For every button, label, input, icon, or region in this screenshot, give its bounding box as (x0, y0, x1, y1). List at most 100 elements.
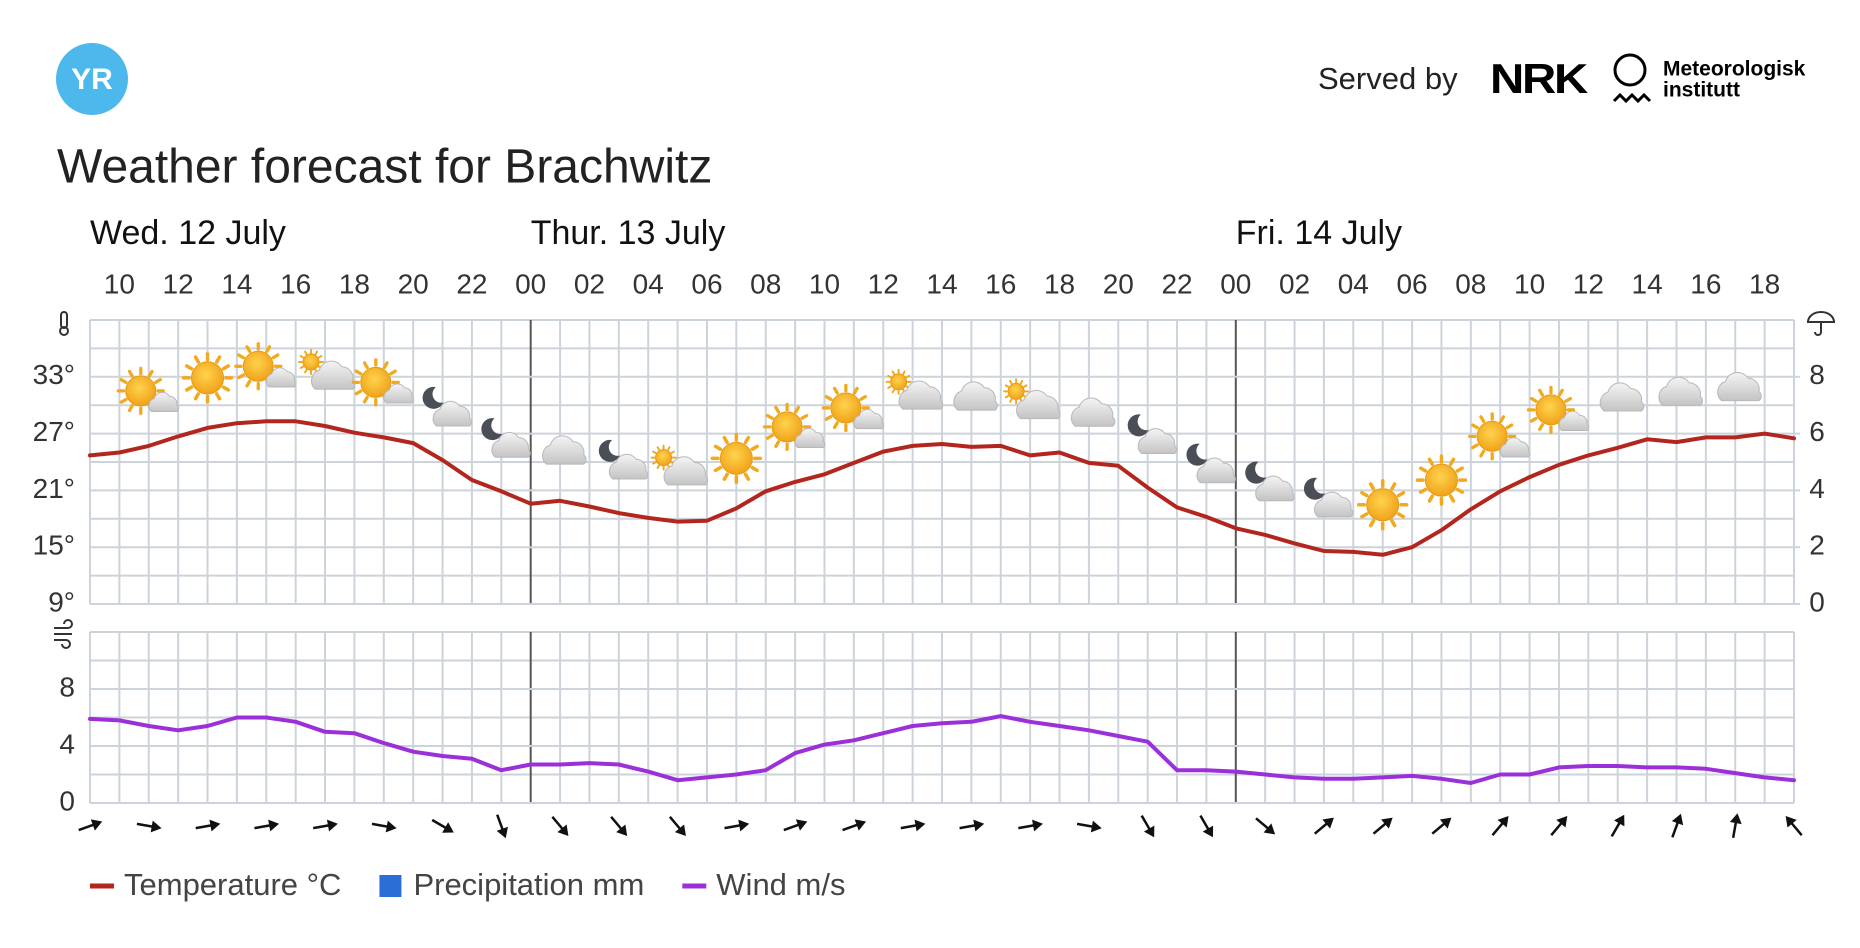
sun-ray (184, 385, 194, 392)
y2-tick-label: 2 (1809, 530, 1825, 561)
moon (1245, 461, 1267, 484)
x-tick-label: 00 (1220, 268, 1251, 299)
sun-ray (1390, 518, 1397, 528)
sun-ray (887, 385, 892, 389)
wind-arrow-head (1556, 816, 1568, 828)
sun-disc (191, 361, 225, 395)
wind-arrow-head (616, 824, 628, 836)
sun-ray (774, 405, 781, 414)
sun-ray (127, 369, 134, 378)
umbrella-icon (1806, 311, 1836, 336)
x-tick-label: 16 (1690, 268, 1721, 299)
cloud (1137, 428, 1177, 454)
moon (1186, 443, 1208, 466)
wind-arrow-head (914, 819, 926, 832)
sun-ray (1023, 384, 1028, 388)
sun-ray (221, 364, 231, 371)
wind-arrow-head (1322, 817, 1334, 829)
weather-icon (885, 368, 944, 410)
sun-ray (722, 435, 729, 445)
sun-ray (299, 365, 305, 370)
sun-ray (667, 446, 671, 451)
x-tick-label: 02 (1279, 268, 1310, 299)
sun-ray (902, 370, 906, 375)
sun-ray (656, 446, 660, 451)
wind-arrow-head (496, 826, 508, 839)
day-label: Fri. 14 July (1236, 214, 1402, 252)
x-tick-label: 14 (221, 268, 252, 299)
day-label: Wed. 12 July (90, 214, 286, 252)
wind-arrow-head (209, 819, 221, 832)
wind-arrow (496, 814, 508, 839)
sun-ray (774, 440, 781, 449)
x-tick-label: 04 (1338, 268, 1369, 299)
wind-arrow-head (1671, 813, 1684, 826)
x-tick-label: 20 (398, 268, 429, 299)
legend-label: Precipitation mm (413, 867, 644, 902)
sun-ray (1564, 396, 1573, 403)
weather-icon (1415, 454, 1468, 506)
sun-ray (794, 405, 801, 414)
y2-tick-label: 4 (1809, 473, 1825, 504)
x-tick-label: 10 (104, 268, 135, 299)
wind-arrow-head (795, 819, 808, 831)
x-tick-label: 14 (1632, 268, 1663, 299)
thermometer-icon (59, 311, 69, 336)
sun-ray (1479, 415, 1486, 424)
cloud (898, 380, 944, 410)
weather-icon (298, 349, 356, 390)
x-tick-label: 12 (868, 268, 899, 299)
wind-arrow (959, 819, 985, 832)
sun-disc (1424, 463, 1458, 497)
weather-icon (422, 386, 472, 427)
legend-label: Wind m/s (716, 867, 845, 902)
moon (598, 439, 620, 462)
weather-icon (1658, 376, 1703, 406)
wind-arrow (78, 819, 103, 832)
sun-ray (1529, 416, 1538, 423)
x-tick-label: 18 (339, 268, 370, 299)
legend-swatch (379, 875, 402, 897)
sun-ray (1538, 388, 1544, 397)
sun-ray (1471, 443, 1479, 450)
x-tick-label: 18 (1749, 268, 1780, 299)
wind-arrow (254, 819, 280, 832)
wind-arrow (900, 819, 926, 832)
cloud (1196, 457, 1236, 484)
wind-arrow (724, 819, 750, 832)
cloud (663, 456, 709, 486)
sun-ray (245, 379, 252, 388)
moon (422, 386, 444, 409)
sun-ray (354, 389, 363, 396)
weather-icon (1245, 461, 1295, 502)
sun-ray (1455, 466, 1464, 473)
y2-tick-label: 0 (1809, 586, 1825, 617)
sun-ray (271, 353, 280, 360)
sun-ray (713, 465, 723, 473)
sun-ray (852, 386, 859, 395)
wind-arrow-head (1497, 816, 1509, 828)
y-tick-label: 15° (33, 530, 75, 561)
cloud (1558, 410, 1590, 431)
sun-ray (1019, 379, 1024, 385)
cloud (1255, 475, 1295, 502)
x-tick-label: 16 (985, 268, 1016, 299)
weather-icon (542, 435, 587, 465)
sun-ray (1448, 457, 1456, 466)
legend-label: Temperature °C (124, 867, 341, 902)
sun-disc (242, 350, 274, 382)
wind-arrow (431, 818, 454, 833)
moon (1303, 477, 1325, 500)
sun-ray (354, 369, 363, 376)
nrk-logo: NRK (1490, 55, 1588, 102)
sun-ray (743, 472, 751, 481)
met-name: institutt (1663, 79, 1740, 102)
sun-ray (184, 364, 194, 371)
wind-arrow (1550, 816, 1568, 836)
wind-arrow-head (326, 819, 338, 832)
sun-ray (119, 397, 128, 404)
sun-disc (719, 441, 753, 475)
weather-icon (1127, 414, 1177, 454)
sun-ray (905, 374, 911, 379)
